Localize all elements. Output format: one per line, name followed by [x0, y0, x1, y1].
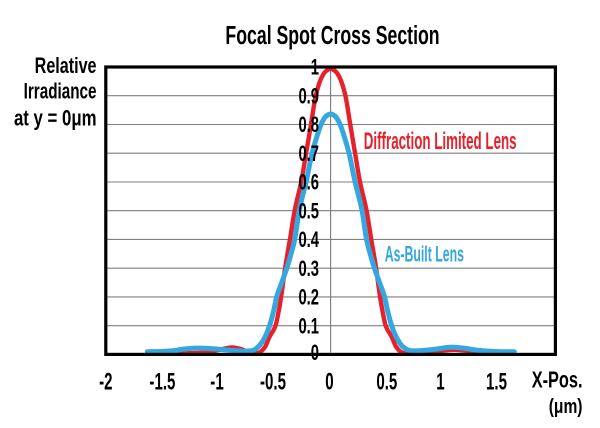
svg-text:0: 0	[311, 341, 319, 366]
svg-text:0: 0	[325, 369, 333, 395]
svg-text:0.9: 0.9	[298, 85, 319, 110]
svg-text:Diffraction Limited Lens: Diffraction Limited Lens	[364, 128, 517, 155]
svg-text:0.8: 0.8	[298, 113, 319, 138]
svg-text:Relative: Relative	[35, 55, 97, 79]
svg-text:1.5: 1.5	[486, 369, 507, 395]
svg-text:0.1: 0.1	[298, 314, 319, 339]
svg-text:0.3: 0.3	[298, 257, 319, 282]
svg-text:X-Pos.: X-Pos.	[532, 368, 583, 393]
svg-text:Irradiance: Irradiance	[24, 79, 97, 103]
svg-text:at y = 0μm: at y = 0μm	[14, 107, 97, 132]
svg-text:-1.5: -1.5	[149, 369, 175, 395]
svg-text:0.4: 0.4	[298, 228, 319, 253]
svg-text:0.7: 0.7	[298, 142, 319, 167]
svg-text:0.5: 0.5	[376, 369, 397, 395]
svg-text:0.6: 0.6	[298, 171, 319, 196]
svg-text:(μm): (μm)	[549, 395, 583, 417]
svg-text:1: 1	[311, 56, 320, 81]
svg-text:-0.5: -0.5	[260, 369, 286, 395]
svg-text:-1: -1	[210, 369, 223, 395]
svg-text:0.5: 0.5	[298, 200, 319, 225]
svg-text:0.2: 0.2	[298, 286, 319, 311]
svg-text:-2: -2	[99, 369, 112, 395]
svg-text:As-Built Lens: As-Built Lens	[385, 242, 464, 267]
svg-text:Focal Spot Cross Section: Focal Spot Cross Section	[225, 20, 439, 49]
svg-text:1: 1	[436, 369, 444, 395]
